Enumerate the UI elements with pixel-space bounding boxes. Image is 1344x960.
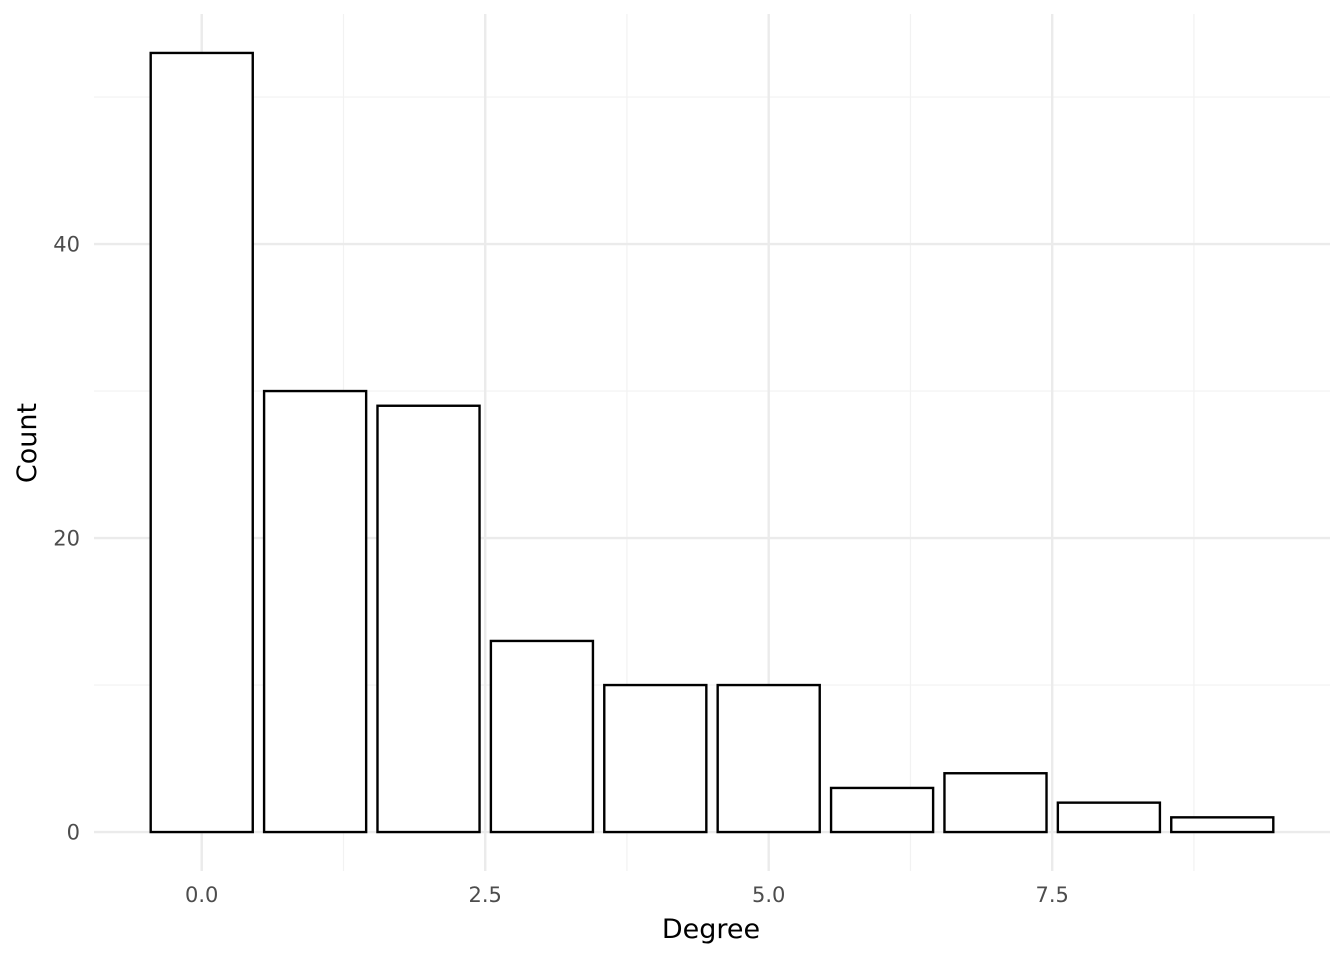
bar-degree-9 <box>1170 816 1275 834</box>
x-axis-title: Degree <box>662 914 760 945</box>
x-axis-tick-labels: 0.0 2.5 5.0 7.5 <box>185 883 1069 907</box>
y-axis-tick-labels: 0 20 40 <box>53 233 80 845</box>
y-tick-label: 0 <box>67 821 80 845</box>
bar-degree-4 <box>603 683 708 834</box>
x-tick-label: 2.5 <box>469 883 502 907</box>
bar-degree-1 <box>262 389 368 834</box>
bar-degree-8 <box>1056 801 1162 834</box>
x-tick-label: 0.0 <box>185 883 218 907</box>
bar-degree-7 <box>943 772 1048 834</box>
bar-degree-5 <box>716 683 821 834</box>
y-tick-label: 40 <box>53 233 80 257</box>
bar-degree-6 <box>829 786 935 834</box>
x-tick-label: 7.5 <box>1035 883 1068 907</box>
bar-degree-3 <box>489 639 595 834</box>
bar-degree-0 <box>149 51 254 834</box>
y-tick-label: 20 <box>53 527 80 551</box>
y-axis-title: Count <box>12 403 43 483</box>
x-tick-label: 5.0 <box>752 883 785 907</box>
bars <box>149 51 1275 834</box>
bar-degree-2 <box>376 404 481 834</box>
